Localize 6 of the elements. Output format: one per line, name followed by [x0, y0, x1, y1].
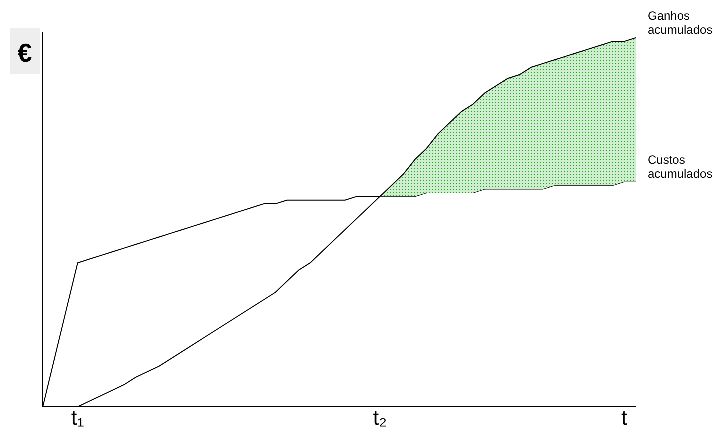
x-tick-label: t — [621, 407, 628, 430]
x-tick-label: t₁ — [71, 407, 84, 430]
y-axis-title: € — [18, 38, 32, 68]
series-label: Custos acumulados — [648, 152, 713, 181]
x-tick-label: t₂ — [373, 407, 388, 430]
series-label: Ganhos acumulados — [648, 9, 713, 37]
